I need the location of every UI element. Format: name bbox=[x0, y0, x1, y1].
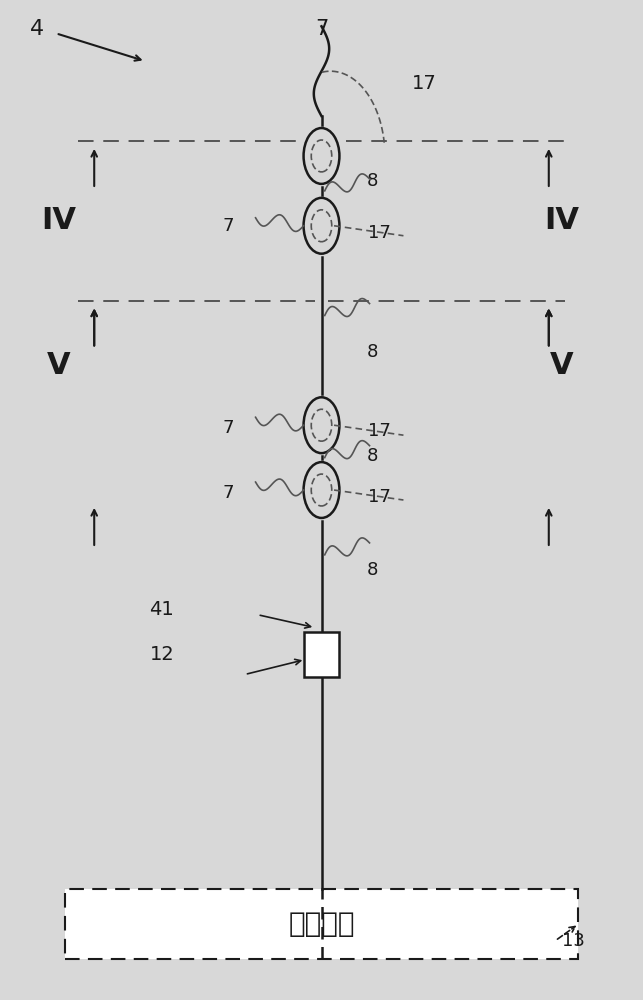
Circle shape bbox=[303, 198, 340, 254]
Circle shape bbox=[303, 462, 340, 518]
Circle shape bbox=[303, 397, 340, 453]
Text: 41: 41 bbox=[150, 600, 174, 619]
Text: 7: 7 bbox=[223, 419, 235, 437]
Text: 8: 8 bbox=[367, 447, 378, 465]
Text: 8: 8 bbox=[367, 172, 378, 190]
Text: 17: 17 bbox=[368, 488, 390, 506]
Text: V: V bbox=[550, 351, 574, 380]
Circle shape bbox=[303, 128, 340, 184]
Text: 7: 7 bbox=[315, 19, 328, 39]
Bar bbox=[66, 889, 577, 959]
Text: 7: 7 bbox=[223, 217, 235, 235]
Text: 17: 17 bbox=[368, 224, 390, 242]
Text: IV: IV bbox=[544, 206, 579, 235]
Text: 7: 7 bbox=[223, 484, 235, 502]
Text: 13: 13 bbox=[561, 932, 584, 950]
Text: V: V bbox=[47, 351, 71, 380]
Text: 17: 17 bbox=[412, 74, 437, 93]
Text: 8: 8 bbox=[367, 343, 378, 361]
Text: 17: 17 bbox=[368, 422, 390, 440]
Text: 4: 4 bbox=[30, 19, 44, 39]
Text: 12: 12 bbox=[150, 645, 174, 664]
Text: IV: IV bbox=[42, 206, 77, 235]
Text: 外部装置: 外部装置 bbox=[288, 910, 355, 938]
Text: 8: 8 bbox=[367, 561, 378, 579]
Bar bbox=[304, 632, 339, 677]
